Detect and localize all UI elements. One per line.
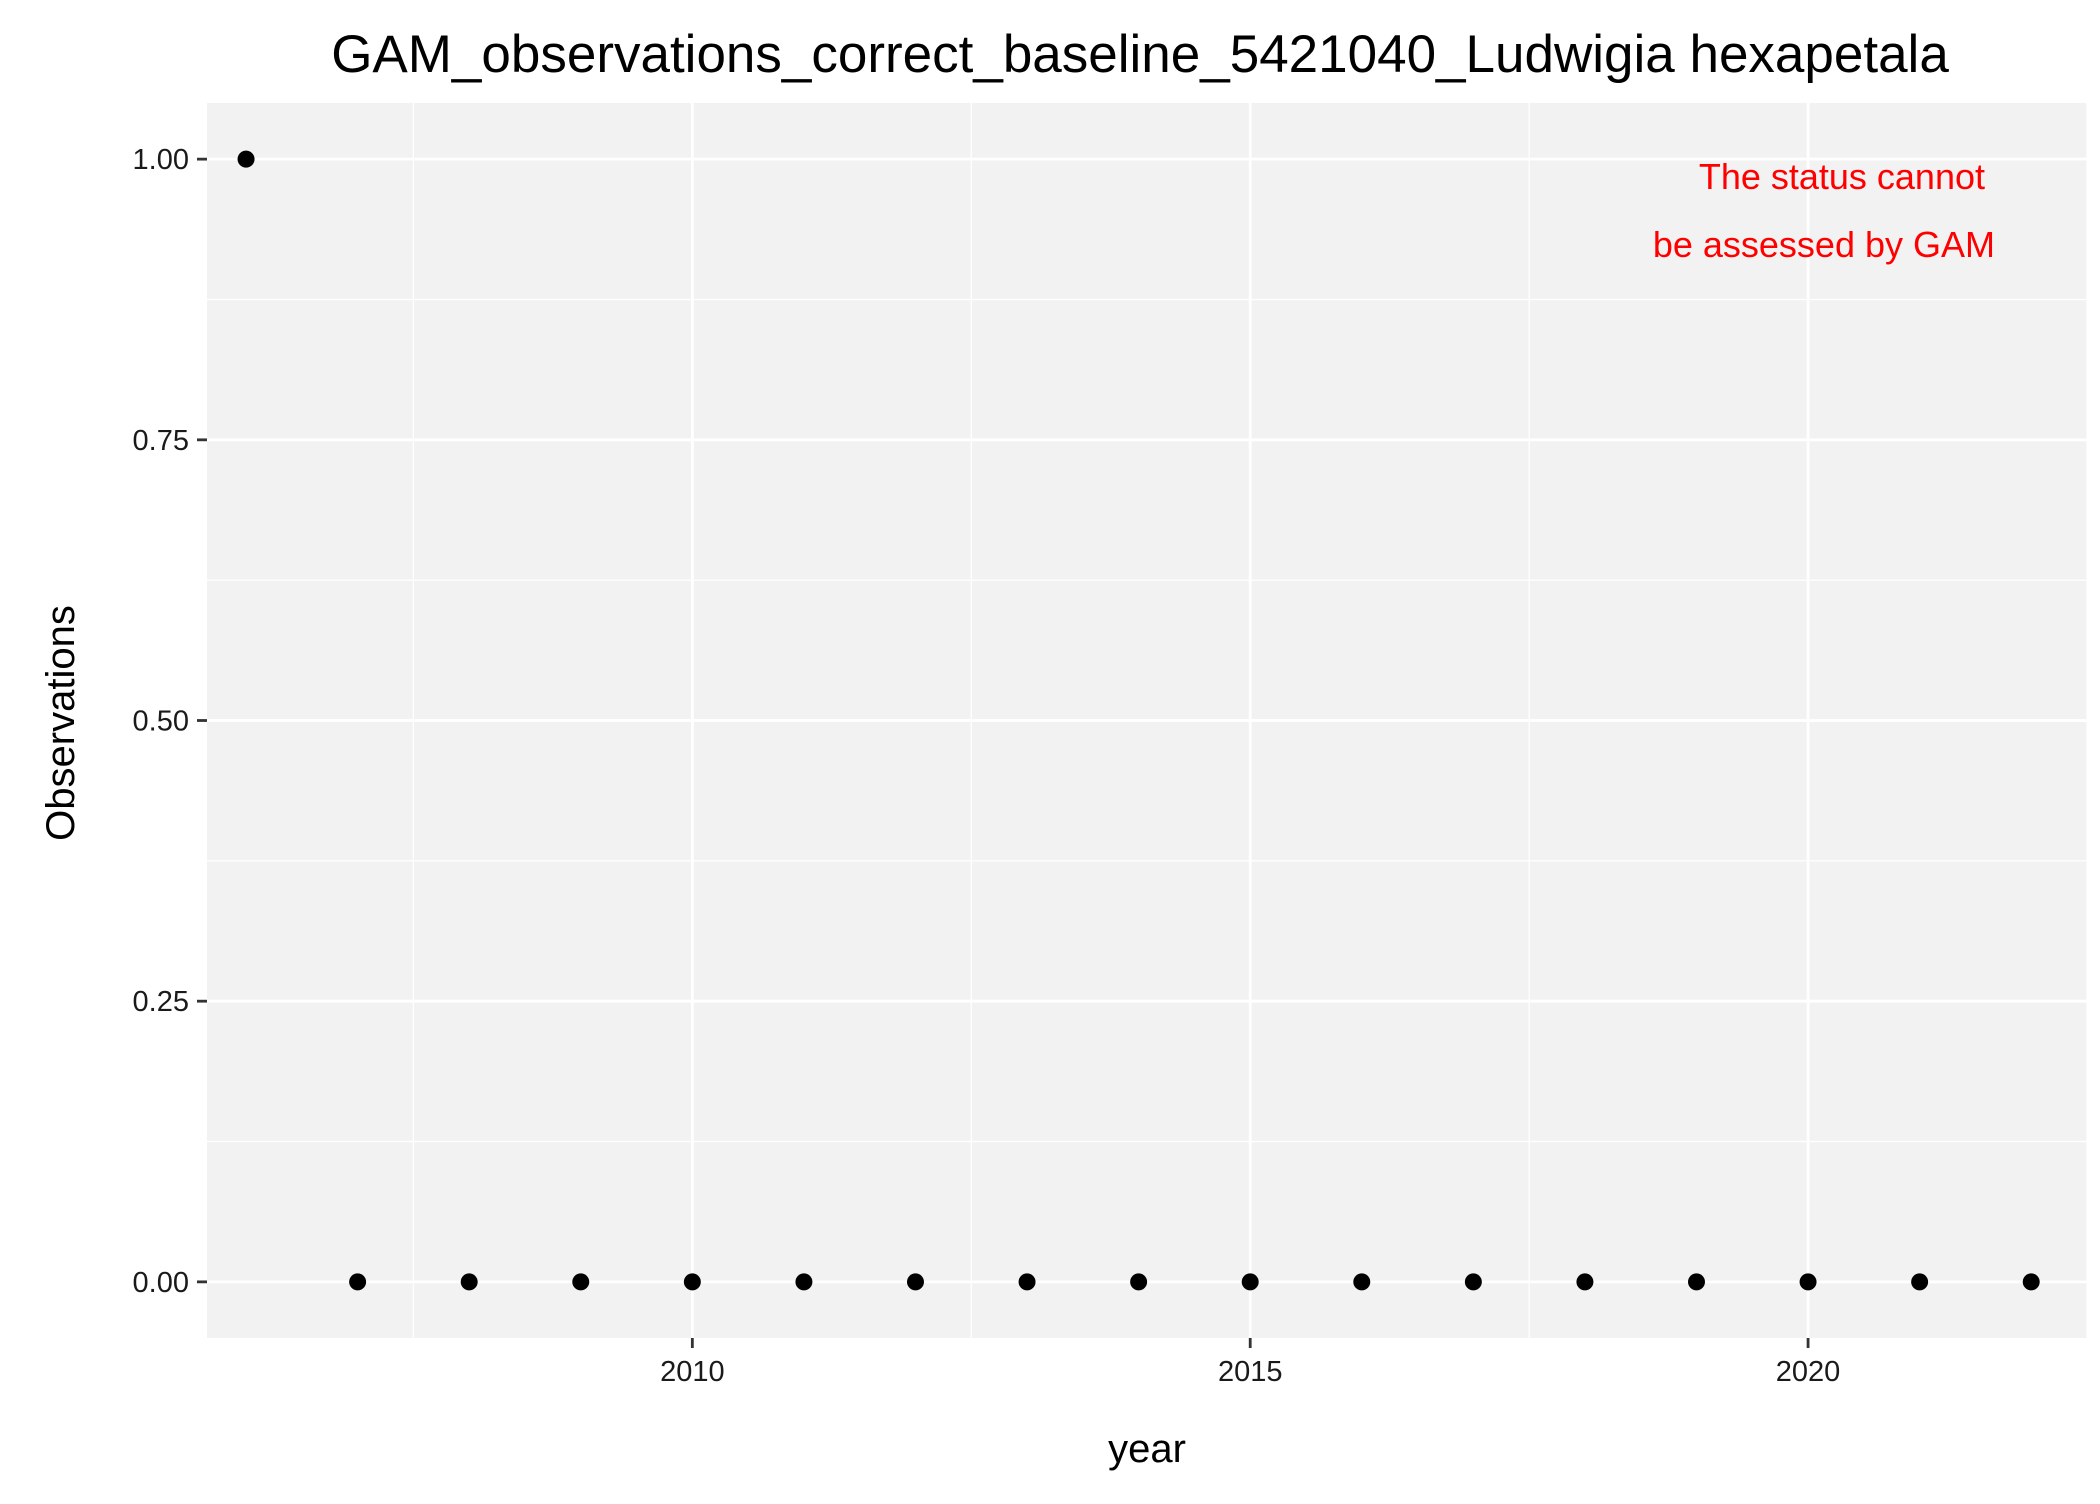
y-axis-title: Observations (39, 605, 83, 841)
annotation-line: be assessed by GAM (1653, 224, 1995, 265)
data-point (1241, 1273, 1259, 1291)
data-point (460, 1273, 478, 1291)
y-tick-label: 0.75 (133, 425, 189, 457)
data-points (237, 150, 2040, 1291)
y-tick-label: 0.50 (133, 706, 189, 738)
y-tick-label: 1.00 (133, 144, 189, 176)
data-point (2022, 1273, 2040, 1291)
data-point (1687, 1273, 1705, 1291)
data-point (1130, 1273, 1148, 1291)
data-point (237, 150, 255, 168)
x-tick-label: 2015 (1218, 1356, 1283, 1388)
data-point (572, 1273, 590, 1291)
data-point (683, 1273, 701, 1291)
y-tick-label: 0.00 (133, 1267, 189, 1299)
status-annotation: The status cannot be assessed by GAM (1653, 156, 1995, 265)
x-tick-label: 2020 (1776, 1356, 1841, 1388)
axes: 0.00 0.25 0.50 0.75 1.00 2010 2015 2020 (133, 144, 1841, 1388)
data-point (1576, 1273, 1594, 1291)
data-point (795, 1273, 813, 1291)
data-point (1353, 1273, 1371, 1291)
data-point (1799, 1273, 1817, 1291)
y-tick-label: 0.25 (133, 986, 189, 1018)
data-point (1911, 1273, 1929, 1291)
x-axis-title: year (1108, 1427, 1186, 1471)
x-tick-label: 2010 (660, 1356, 725, 1388)
data-point (1464, 1273, 1482, 1291)
gridlines (207, 103, 2088, 1338)
data-point (1018, 1273, 1036, 1291)
data-point (349, 1273, 367, 1291)
chart-title: GAM_observations_correct_baseline_542104… (331, 25, 1949, 84)
annotation-line: The status cannot (1699, 156, 1985, 197)
data-point (906, 1273, 924, 1291)
